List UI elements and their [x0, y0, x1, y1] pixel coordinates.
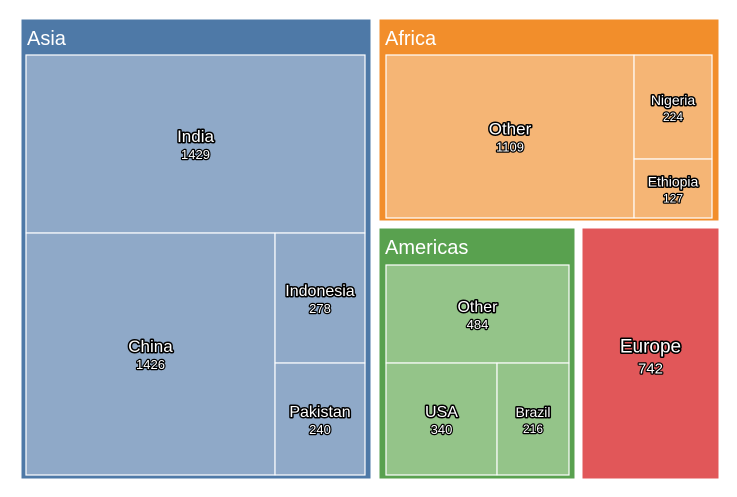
region-title-americas: Americas	[385, 237, 468, 259]
leaf-americas-brazil	[496, 362, 570, 476]
leaf-africa-ethiopia	[633, 158, 713, 219]
leaf-asia-indonesia	[274, 232, 366, 364]
region-title-africa: Africa	[385, 28, 437, 50]
region-europe	[581, 227, 720, 480]
leaf-americas-usa	[385, 362, 498, 476]
leaf-africa-nigeria	[633, 54, 713, 160]
leaf-value-africa-ethiopia: 127	[663, 192, 683, 206]
leaf-value-americas-other: 484	[467, 317, 489, 332]
leaf-label-africa-other: Other	[489, 120, 532, 139]
leaf-value-africa-nigeria: 224	[663, 110, 683, 124]
region-value-europe: 742	[638, 361, 663, 378]
leaf-value-asia-pakistan: 240	[309, 422, 331, 437]
leaf-value-asia-china: 1426	[136, 357, 165, 372]
leaf-asia-pakistan	[274, 362, 366, 476]
leaf-label-americas-usa: USA	[425, 404, 458, 421]
leaf-label-asia-pakistan: Pakistan	[289, 404, 350, 421]
leaf-label-asia-indonesia: Indonesia	[285, 283, 354, 300]
leaf-value-asia-india: 1429	[181, 147, 210, 162]
leaf-label-africa-nigeria: Nigeria	[651, 92, 696, 108]
leaf-asia-india	[25, 54, 366, 234]
leaf-value-americas-usa: 340	[431, 422, 453, 437]
leaf-label-americas-other: Other	[457, 299, 498, 316]
region-title-asia: Asia	[27, 28, 67, 50]
region-label-europe: Europe	[620, 337, 681, 358]
leaf-value-africa-other: 1109	[496, 140, 524, 155]
leaf-americas-other	[385, 264, 570, 364]
leaf-value-americas-brazil: 216	[523, 422, 543, 436]
leaf-africa-other	[385, 54, 635, 219]
leaf-label-asia-china: China	[128, 337, 173, 356]
leaf-label-americas-brazil: Brazil	[515, 404, 550, 420]
leaf-label-africa-ethiopia: Ethiopia	[648, 174, 699, 190]
leaf-asia-china	[25, 232, 276, 476]
leaf-label-asia-india: India	[177, 127, 214, 146]
leaf-value-asia-indonesia: 278	[309, 301, 331, 316]
